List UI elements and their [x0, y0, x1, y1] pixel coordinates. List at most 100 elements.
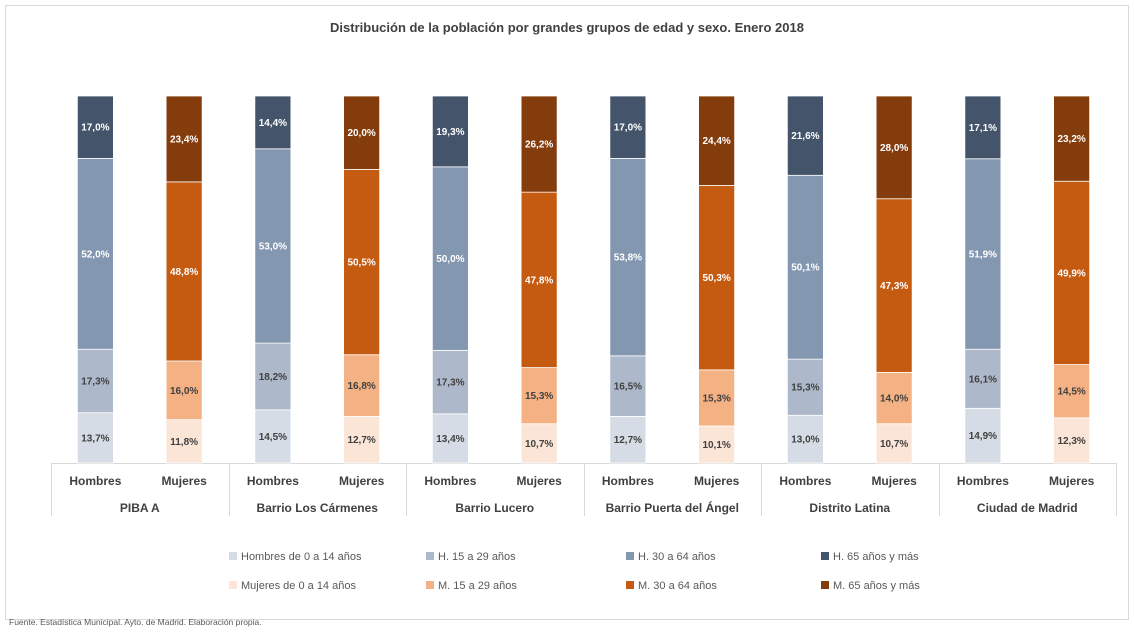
bar-segment — [1053, 180, 1090, 365]
data-label: 20,0% — [347, 128, 375, 139]
data-label: 18,2% — [259, 372, 287, 383]
data-label: 14,0% — [880, 394, 908, 405]
bar-segment — [698, 425, 735, 464]
bar-segment — [432, 349, 469, 415]
group-label: Ciudad de Madrid — [977, 501, 1078, 515]
x-tick-label: Mujeres — [161, 474, 207, 488]
x-tick-label: Mujeres — [871, 474, 917, 488]
bar-segment — [432, 166, 469, 351]
bar-segment — [1053, 417, 1090, 464]
bar-segment — [165, 419, 203, 464]
bar-segment — [77, 158, 114, 350]
data-label: 50,3% — [702, 273, 730, 284]
data-label: 23,2% — [1057, 134, 1085, 145]
data-label: 52,0% — [81, 249, 109, 260]
x-tick-label: Mujeres — [339, 474, 385, 488]
legend-swatch — [426, 552, 434, 560]
data-label: 12,7% — [347, 435, 375, 446]
data-label: 15,3% — [702, 393, 730, 404]
bar-segment — [609, 416, 647, 464]
group-label: Barrio Puerta del Ángel — [606, 500, 739, 515]
data-label: 13,4% — [436, 434, 464, 445]
bar-segment — [520, 191, 558, 368]
legend-label: M. 65 años y más — [833, 580, 920, 592]
bar-segment — [698, 95, 735, 186]
bar-segment — [254, 409, 292, 464]
data-label: 12,3% — [1057, 436, 1085, 447]
x-tick-label: Hombres — [247, 474, 299, 488]
legend-label: Mujeres de 0 a 14 años — [241, 580, 356, 592]
bar-segment — [609, 355, 647, 417]
legend-swatch — [229, 581, 237, 589]
legend-swatch — [626, 552, 634, 560]
bar-segment — [1053, 364, 1090, 419]
bar-segment — [77, 348, 114, 414]
legend-label: M. 15 a 29 años — [438, 580, 517, 592]
bar-segment — [787, 95, 824, 176]
data-label: 10,7% — [525, 439, 553, 450]
data-label: 50,0% — [436, 254, 464, 265]
bar-segment — [964, 407, 1002, 464]
data-label: 47,3% — [880, 281, 908, 292]
source-note: Fuente. Estadística Municipal. Ayto. de … — [9, 617, 262, 627]
legend-label: H. 30 a 64 años — [638, 551, 716, 563]
x-tick-label: Mujeres — [516, 474, 562, 488]
bar-segment — [787, 174, 824, 360]
data-label: 53,8% — [614, 253, 642, 264]
data-label: 23,4% — [170, 134, 198, 145]
bar-segment — [964, 95, 1002, 160]
bar-segment — [1053, 95, 1090, 182]
bar-segment — [875, 371, 913, 425]
legend-swatch — [229, 552, 237, 560]
bar-segment — [77, 95, 114, 159]
bar-segment — [432, 95, 469, 168]
x-tick-label: Hombres — [957, 474, 1009, 488]
x-tick-label: Hombres — [424, 474, 476, 488]
data-label: 15,3% — [791, 383, 819, 394]
legend-label: M. 30 a 64 años — [638, 580, 717, 592]
bar-segment — [609, 95, 647, 159]
data-label: 50,1% — [791, 263, 819, 274]
data-label: 15,3% — [525, 391, 553, 402]
bar-segment — [875, 423, 913, 464]
bar-segment — [343, 416, 380, 464]
bar-segment — [165, 95, 203, 183]
data-label: 16,1% — [969, 374, 997, 385]
bar-segment — [165, 360, 203, 421]
data-label: 11,8% — [170, 437, 198, 448]
bar-segment — [520, 95, 558, 193]
data-label: 48,8% — [170, 267, 198, 278]
legend-label: H. 65 años y más — [833, 551, 919, 563]
data-label: 53,0% — [259, 241, 287, 252]
bar-segment — [77, 412, 114, 464]
group-label: Barrio Los Cármenes — [257, 501, 379, 515]
data-label: 13,7% — [81, 433, 109, 444]
bar-segment — [254, 148, 292, 344]
bar-segment — [432, 413, 469, 464]
data-label: 10,7% — [880, 439, 908, 450]
x-tick-label: Mujeres — [694, 474, 740, 488]
bar-segment — [875, 198, 913, 373]
bar-segment — [343, 169, 380, 356]
legend-label: H. 15 a 29 años — [438, 551, 516, 563]
data-label: 16,0% — [170, 386, 198, 397]
data-label: 17,3% — [81, 376, 109, 387]
data-label: 14,5% — [1057, 387, 1085, 398]
legend-label: Hombres de 0 a 14 años — [241, 551, 362, 563]
data-label: 17,1% — [969, 123, 997, 134]
data-label: 47,8% — [525, 275, 553, 286]
group-label: Distrito Latina — [809, 501, 890, 515]
bar-segment — [609, 158, 647, 357]
data-label: 17,3% — [436, 378, 464, 389]
data-label: 13,0% — [791, 435, 819, 446]
data-label: 21,6% — [791, 131, 819, 142]
legend-swatch — [821, 581, 829, 589]
data-label: 51,9% — [969, 249, 997, 260]
x-tick-label: Hombres — [602, 474, 654, 488]
data-label: 24,4% — [702, 136, 730, 147]
group-label: PIBA A — [120, 501, 160, 515]
data-label: 14,9% — [969, 431, 997, 442]
bar-segment — [254, 95, 292, 150]
x-tick-label: Mujeres — [1049, 474, 1095, 488]
